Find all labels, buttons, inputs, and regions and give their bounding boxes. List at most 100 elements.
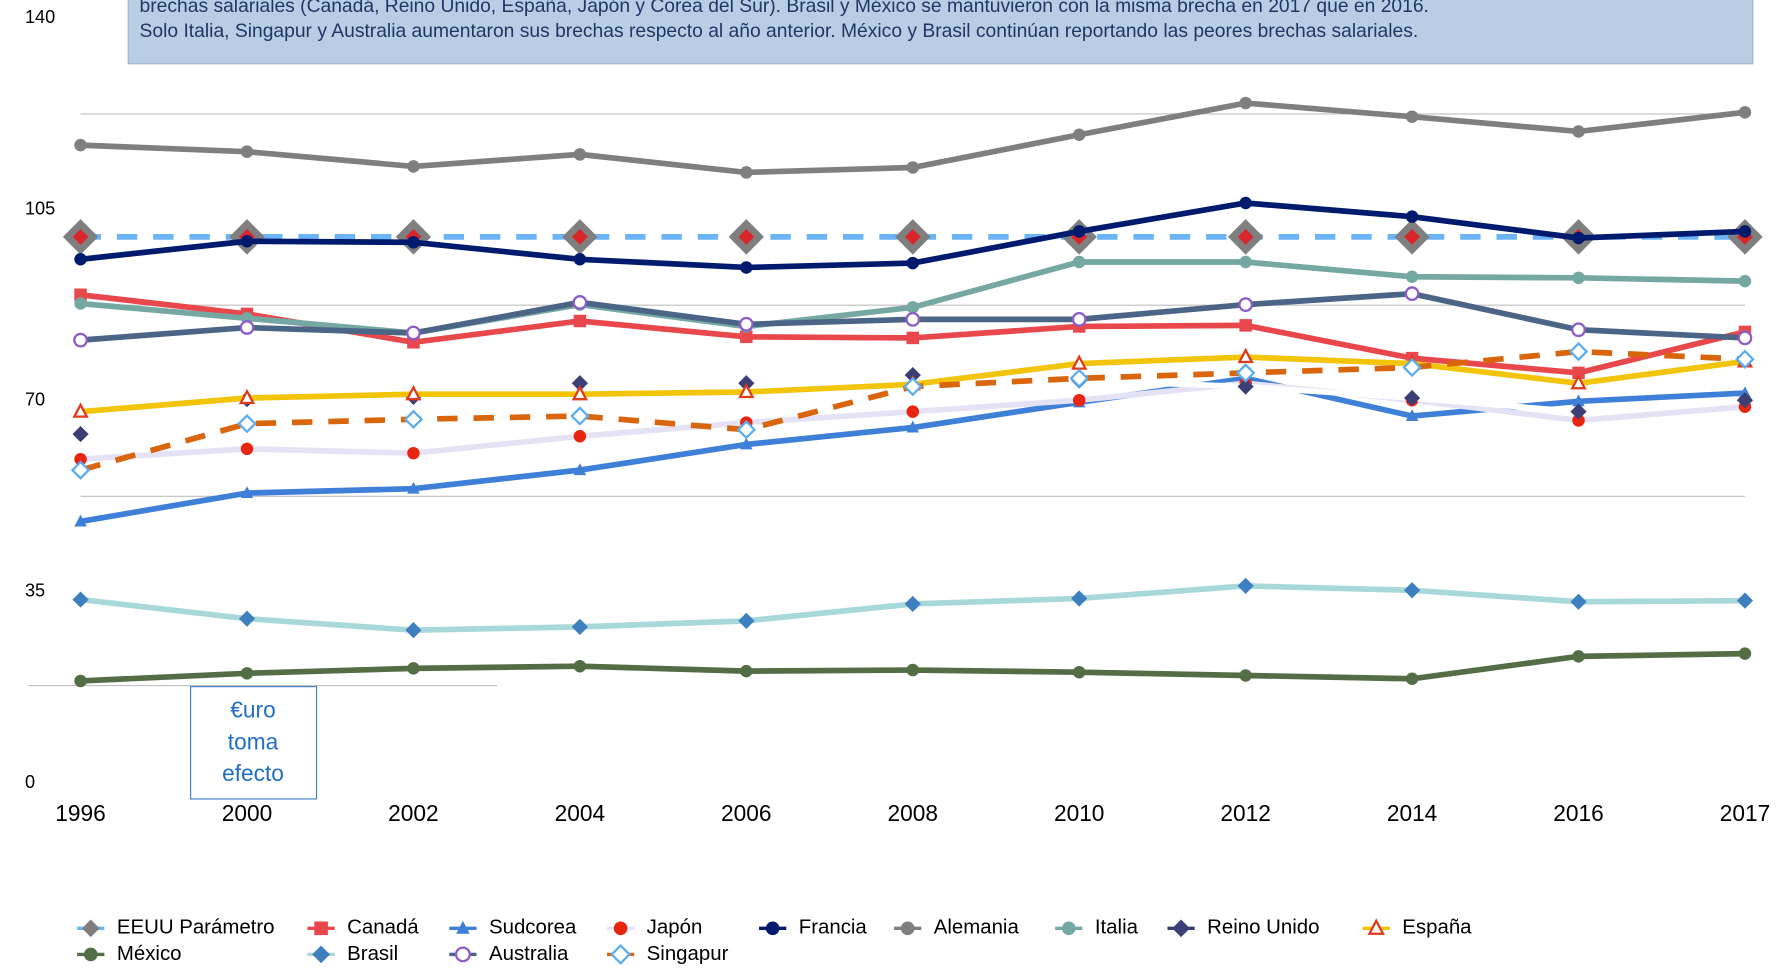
point-marker — [570, 406, 590, 426]
annotation: €uro — [230, 697, 275, 723]
legend-swatch-marker — [83, 947, 98, 962]
point-marker — [407, 236, 420, 249]
legend-label: Japón — [647, 917, 703, 939]
point-marker — [573, 314, 587, 328]
point-marker — [738, 612, 755, 629]
point-marker — [1737, 330, 1753, 346]
point-marker — [1071, 311, 1087, 327]
point-marker — [573, 430, 587, 443]
point-marker — [1239, 255, 1252, 269]
legend-swatch-marker — [1061, 921, 1076, 936]
point-marker — [237, 413, 257, 434]
legend-item: Italia — [1055, 917, 1139, 939]
point-marker — [906, 301, 919, 314]
point-marker — [740, 330, 753, 344]
point-marker — [1570, 593, 1587, 610]
point-marker — [238, 610, 256, 627]
point-marker — [240, 667, 254, 680]
point-marker — [572, 295, 588, 310]
point-marker — [1738, 647, 1752, 660]
point-marker — [1738, 225, 1752, 238]
legend-label: Singapur — [647, 943, 729, 965]
point-marker — [571, 384, 588, 401]
point-marker — [740, 261, 753, 274]
legend-label: España — [1402, 917, 1472, 939]
note-line: Solo Italia, Singapur y Australia aument… — [140, 21, 1419, 42]
point-marker — [1071, 590, 1088, 607]
legend-label: Francia — [799, 917, 868, 939]
point-marker — [573, 253, 587, 266]
legend-swatch-marker — [1367, 918, 1385, 935]
point-marker — [1736, 392, 1754, 409]
point-marker — [906, 663, 919, 677]
legend-label: Reino Unido — [1207, 917, 1319, 939]
point-marker — [1572, 414, 1585, 427]
point-marker — [738, 382, 755, 399]
point-marker — [1404, 286, 1420, 302]
legend-item: España — [1362, 917, 1472, 939]
legend-swatch-marker — [610, 943, 632, 965]
legend-item: Singapur — [606, 943, 729, 965]
point-marker — [74, 297, 87, 310]
point-marker — [903, 376, 923, 397]
point-marker — [1568, 341, 1589, 362]
legend-label: Brasil — [347, 943, 398, 965]
legend-item: Francia — [759, 917, 867, 939]
point-marker — [1736, 592, 1754, 609]
point-marker — [1405, 210, 1419, 223]
point-marker — [74, 452, 87, 466]
x-tick-label: 2006 — [721, 800, 771, 826]
point-marker — [1237, 577, 1254, 595]
point-marker — [1738, 106, 1752, 119]
point-marker — [1405, 672, 1419, 686]
legend-swatch-marker — [454, 946, 471, 963]
point-marker — [73, 332, 88, 348]
point-marker-center — [1404, 228, 1421, 245]
point-marker — [1072, 665, 1086, 679]
x-tick-label: 2010 — [1054, 800, 1104, 826]
legend-swatch-marker — [312, 945, 330, 964]
legend-item: Reino Unido — [1167, 917, 1319, 939]
legend-swatch-marker — [81, 919, 100, 938]
legend-label: Italia — [1095, 917, 1139, 939]
point-marker — [1071, 354, 1088, 370]
point-marker — [1237, 347, 1254, 364]
point-marker — [1572, 650, 1585, 663]
point-marker — [1403, 389, 1421, 407]
point-marker — [1235, 363, 1256, 383]
point-marker — [906, 331, 919, 345]
point-marker — [573, 463, 587, 476]
annotation: efecto — [222, 760, 284, 786]
point-marker — [1735, 349, 1755, 369]
legend-swatch-marker — [613, 921, 628, 936]
legend-swatch-marker — [456, 920, 470, 934]
legend-label: Sudcorea — [489, 917, 577, 939]
x-tick-label: 2008 — [888, 800, 938, 826]
point-marker — [738, 316, 754, 332]
point-marker — [1572, 366, 1585, 380]
point-marker — [906, 161, 919, 174]
point-marker — [405, 384, 422, 401]
point-marker — [1072, 393, 1086, 407]
legend-swatch-marker — [900, 921, 915, 936]
point-marker — [1072, 225, 1086, 238]
point-marker — [573, 148, 587, 161]
x-tick-label: 2016 — [1553, 800, 1603, 826]
point-marker — [1239, 319, 1252, 332]
y-tick-label: 35 — [25, 581, 45, 601]
point-marker — [906, 256, 919, 270]
point-marker — [74, 253, 87, 266]
x-tick-label: 2017 — [1720, 800, 1770, 826]
point-marker-center — [571, 228, 588, 245]
point-marker — [72, 425, 89, 443]
point-marker — [1738, 274, 1752, 288]
x-tick-label: 2000 — [222, 800, 272, 826]
y-tick-label: 140 — [25, 7, 55, 27]
point-marker — [905, 311, 921, 327]
point-marker — [1239, 96, 1252, 110]
y-tick-label: 70 — [25, 390, 45, 410]
point-marker — [1572, 271, 1585, 285]
legend-item: Brasil — [307, 943, 398, 965]
point-marker — [1238, 297, 1254, 312]
